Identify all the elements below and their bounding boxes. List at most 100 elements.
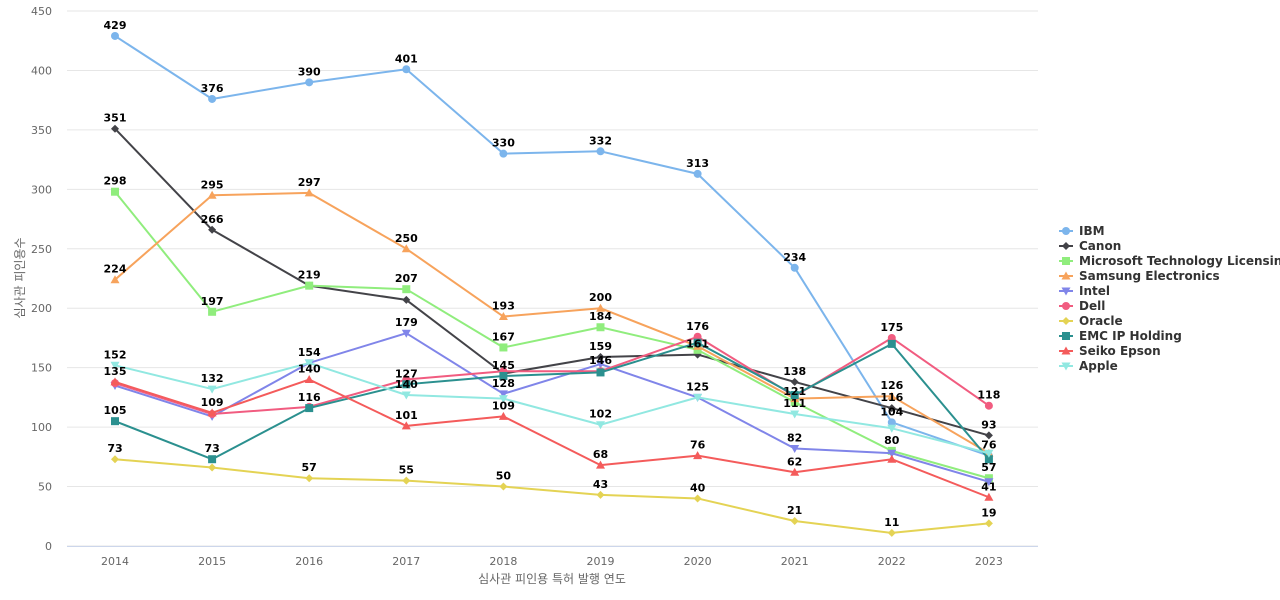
data-label: 140: [298, 363, 321, 376]
data-label: 105: [104, 404, 127, 417]
legend-label: Apple: [1079, 359, 1118, 373]
data-label: 101: [395, 409, 418, 422]
data-label: 200: [589, 291, 612, 304]
data-point: [499, 149, 508, 158]
data-point: [887, 424, 897, 433]
data-label: 93: [981, 418, 996, 431]
data-point: [401, 329, 411, 338]
data-point: [790, 398, 799, 407]
legend-item-ibm[interactable]: IBM: [1059, 224, 1105, 238]
data-point: [596, 360, 605, 369]
data-point: [304, 359, 314, 368]
legend-marker: [1061, 271, 1071, 280]
data-point: [790, 263, 799, 272]
data-label: 138: [783, 365, 806, 378]
data-point: [887, 339, 896, 348]
data-point: [984, 431, 993, 440]
legend-marker: [1061, 287, 1071, 296]
data-label: 351: [104, 112, 127, 125]
legend-marker: [1061, 362, 1071, 371]
data-label: 146: [589, 354, 612, 367]
legend-label: Seiko Epson: [1079, 344, 1161, 358]
data-label: 390: [298, 65, 321, 78]
data-point: [887, 391, 897, 400]
data-label: 219: [298, 269, 321, 282]
data-label: 128: [492, 377, 515, 390]
legend-label: EMC IP Holding: [1079, 329, 1182, 343]
legend-marker: [1062, 242, 1070, 250]
series-oracle: [111, 455, 993, 537]
data-point: [208, 94, 217, 103]
data-label: 76: [690, 439, 706, 452]
data-label: 176: [686, 320, 709, 333]
legend-marker: [1062, 317, 1070, 325]
series-canon: [111, 124, 993, 440]
data-point: [984, 401, 993, 410]
data-label: 193: [492, 300, 515, 313]
data-point: [887, 449, 897, 458]
legend-item-emc-ip-holding[interactable]: EMC IP Holding: [1059, 329, 1182, 343]
legend-item-intel[interactable]: Intel: [1059, 284, 1110, 298]
data-point: [304, 188, 314, 197]
data-point: [110, 377, 120, 386]
data-label: 197: [201, 295, 224, 308]
data-point: [402, 285, 411, 294]
data-point: [693, 345, 702, 354]
y-tick-label: 400: [31, 64, 52, 77]
data-point: [208, 225, 217, 234]
data-point: [984, 478, 994, 487]
data-label: 154: [298, 346, 321, 359]
data-point: [208, 463, 217, 472]
series-line: [114, 458, 990, 534]
legend-item-seiko-epson[interactable]: Seiko Epson: [1059, 344, 1161, 358]
data-point: [110, 275, 120, 284]
data-label: 116: [880, 391, 903, 404]
legend-item-microsoft-technology-licensing[interactable]: Microsoft Technology Licensing: [1059, 254, 1280, 268]
data-label: 104: [880, 405, 903, 418]
data-point: [402, 380, 411, 389]
legend-item-oracle[interactable]: Oracle: [1059, 314, 1123, 328]
x-tick-label: 2019: [587, 555, 615, 568]
data-label: 41: [981, 480, 996, 493]
data-point: [887, 454, 897, 463]
data-label: 111: [783, 397, 806, 410]
data-point: [693, 393, 703, 402]
legend-label: Samsung Electronics: [1079, 269, 1220, 283]
data-label: 179: [395, 316, 418, 329]
legend-item-samsung-electronics[interactable]: Samsung Electronics: [1059, 269, 1220, 283]
series-microsoft-technology-licensing: [111, 187, 993, 483]
legend-item-canon[interactable]: Canon: [1059, 239, 1121, 253]
data-point: [110, 361, 120, 370]
data-label: 43: [593, 478, 608, 491]
data-point: [401, 421, 411, 430]
x-axis-title: 심사관 피인용 특허 발행 연도: [478, 571, 626, 586]
data-label: 125: [686, 380, 709, 393]
data-point: [790, 410, 800, 419]
legend-item-apple[interactable]: Apple: [1059, 359, 1118, 373]
y-tick-label: 350: [31, 124, 52, 137]
series-line: [114, 190, 990, 480]
x-tick-label: 2021: [781, 555, 809, 568]
data-point: [402, 476, 411, 485]
data-label: 102: [589, 408, 612, 421]
data-label: 19: [981, 506, 996, 519]
series-line: [114, 34, 990, 457]
data-point: [984, 519, 993, 528]
legend-marker: [1061, 346, 1071, 355]
data-point: [596, 323, 605, 332]
y-tick-label: 200: [31, 302, 52, 315]
data-label: 330: [492, 137, 515, 150]
data-point: [596, 460, 605, 469]
data-point: [693, 451, 703, 460]
y-tick-label: 150: [31, 362, 52, 375]
data-label: 167: [492, 330, 515, 343]
data-point: [305, 474, 314, 483]
data-label: 297: [298, 176, 321, 189]
data-point: [984, 474, 993, 483]
data-point: [887, 404, 896, 413]
series-samsung-electronics: [110, 188, 994, 457]
legend-label: Dell: [1079, 299, 1105, 313]
legend-marker: [1062, 227, 1070, 235]
legend-item-dell[interactable]: Dell: [1059, 299, 1105, 313]
data-point: [984, 449, 994, 458]
